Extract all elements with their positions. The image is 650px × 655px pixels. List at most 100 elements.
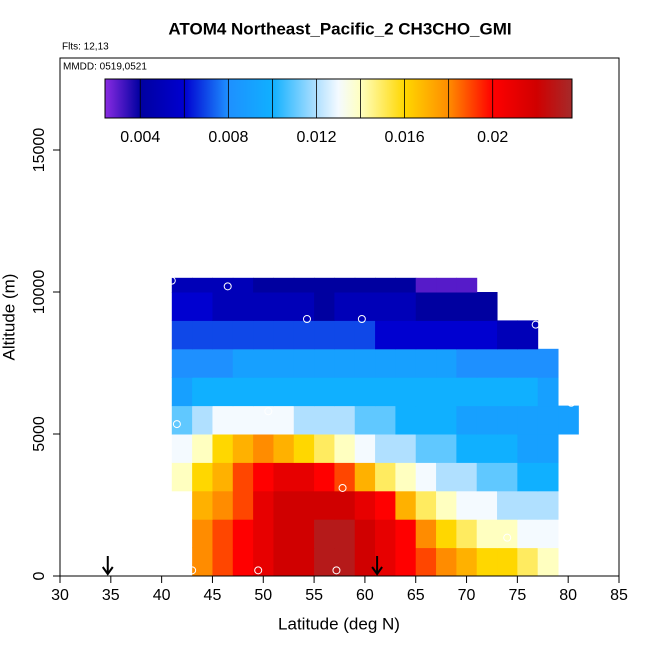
heat-cell <box>436 490 457 520</box>
heat-cell <box>456 519 478 549</box>
heat-cell <box>537 490 559 520</box>
heat-cell <box>395 320 417 350</box>
heat-cell <box>395 462 417 492</box>
heat-cell <box>456 547 478 577</box>
heat-cell <box>232 320 254 350</box>
heat-cell <box>192 348 213 378</box>
heat-cell <box>314 320 335 350</box>
heat-cell <box>476 348 498 378</box>
heat-cell <box>476 405 498 435</box>
heat-cell <box>314 519 335 549</box>
heat-cell <box>456 490 478 520</box>
heat-cell <box>192 490 213 520</box>
heat-cell <box>293 377 315 407</box>
heat-cell <box>436 405 457 435</box>
heat-cell <box>456 462 478 492</box>
heat-cell <box>171 434 193 463</box>
track-point <box>531 320 540 329</box>
heat-cell <box>253 519 274 549</box>
heat-cell <box>497 434 518 463</box>
heat-cell <box>354 519 376 549</box>
track-point <box>264 407 273 416</box>
heat-cell <box>334 377 356 407</box>
heat-cell <box>334 405 356 435</box>
heat-cell <box>395 490 417 520</box>
track-point <box>567 398 576 407</box>
heat-cell <box>354 377 376 407</box>
heat-cell <box>253 377 274 407</box>
heat-cell <box>476 292 498 321</box>
x-tick-label: 70 <box>458 587 476 604</box>
x-tick-label: 75 <box>508 587 526 604</box>
heat-cell <box>293 320 315 350</box>
heat-cell <box>232 277 254 293</box>
x-axis-label: Latitude (deg N) <box>278 614 400 633</box>
heat-cell <box>334 462 356 492</box>
heat-cell <box>192 320 213 350</box>
heat-cell <box>476 320 498 350</box>
heat-cell <box>253 434 274 463</box>
heat-cell <box>476 377 498 407</box>
x-tick-label: 55 <box>305 587 323 604</box>
heat-cell <box>253 277 274 293</box>
heat-cell <box>273 405 295 435</box>
heat-cell <box>314 348 335 378</box>
heat-cell <box>375 292 396 321</box>
heat-cell <box>212 462 234 492</box>
heat-cell <box>273 320 295 350</box>
heat-cell <box>192 434 213 463</box>
heat-cell <box>273 547 295 577</box>
heat-cell <box>375 320 396 350</box>
heat-cell <box>517 405 539 435</box>
track-point <box>167 276 176 285</box>
heat-cell <box>212 405 234 435</box>
track-point <box>459 268 468 277</box>
heat-cell <box>171 277 193 293</box>
heat-cell <box>354 320 376 350</box>
heat-cell <box>476 519 498 549</box>
heat-cell <box>293 405 315 435</box>
heat-cell <box>375 462 396 492</box>
heat-cell <box>436 434 457 463</box>
heat-cell <box>537 348 559 378</box>
heat-cell <box>192 462 213 492</box>
heat-cell <box>497 320 518 350</box>
heat-cell <box>436 277 457 293</box>
heat-cell <box>171 292 193 321</box>
heat-cell <box>415 490 437 520</box>
heat-cell <box>436 348 457 378</box>
heat-cell <box>375 377 396 407</box>
heat-cell <box>476 547 498 577</box>
heat-cell <box>253 405 274 435</box>
heat-cell <box>436 320 457 350</box>
heat-cell <box>192 292 213 321</box>
track-point <box>357 314 366 323</box>
track-point <box>172 420 181 429</box>
heat-cell <box>456 434 478 463</box>
heat-cell <box>537 405 559 435</box>
heat-cell <box>293 519 315 549</box>
x-tick-label: 80 <box>559 587 577 604</box>
heat-cell <box>334 292 356 321</box>
heat-cell <box>232 462 254 492</box>
heat-cell <box>171 348 193 378</box>
heat-cell <box>497 405 518 435</box>
heat-cell <box>476 490 498 520</box>
heat-cell <box>273 277 295 293</box>
x-tick-label: 30 <box>51 587 69 604</box>
heat-cell <box>253 292 274 321</box>
heat-cell <box>415 277 437 293</box>
y-tick-label: 10000 <box>31 270 48 315</box>
heat-cell <box>456 292 478 321</box>
heat-cell <box>497 490 518 520</box>
heat-cell <box>171 377 193 407</box>
colorbar <box>104 78 573 119</box>
heat-cell <box>354 277 376 293</box>
heat-cell <box>436 547 457 577</box>
colorbar-tick-label: 0.012 <box>296 129 336 146</box>
heat-cell <box>415 292 437 321</box>
x-tick-label: 85 <box>610 587 628 604</box>
heat-cell <box>314 405 335 435</box>
heat-cell <box>375 348 396 378</box>
heat-cell <box>212 348 234 378</box>
